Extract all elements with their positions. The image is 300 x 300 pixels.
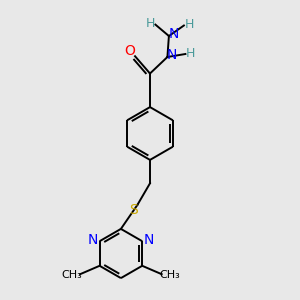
- Text: H: H: [145, 16, 155, 30]
- Text: H: H: [186, 47, 196, 60]
- Text: CH₃: CH₃: [160, 270, 181, 280]
- Text: H: H: [184, 17, 194, 31]
- Text: N: N: [144, 233, 154, 247]
- Text: N: N: [167, 48, 177, 62]
- Text: N: N: [88, 233, 98, 247]
- Text: O: O: [124, 44, 135, 58]
- Text: N: N: [169, 27, 179, 40]
- Text: S: S: [129, 203, 138, 217]
- Text: CH₃: CH₃: [61, 270, 82, 280]
